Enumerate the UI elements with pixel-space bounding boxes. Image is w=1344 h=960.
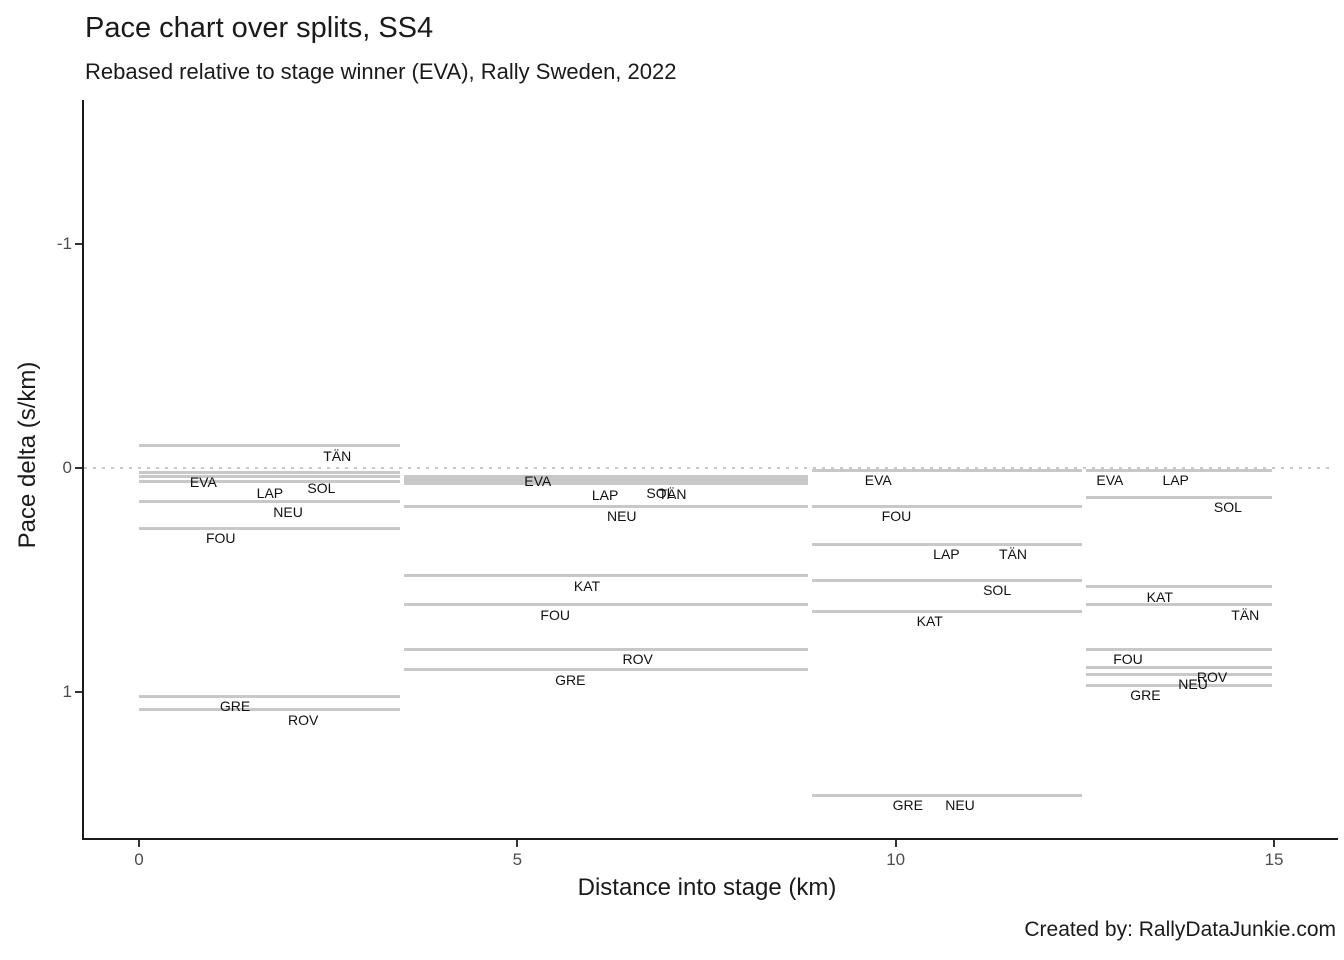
driver-label-GRE: GRE bbox=[1130, 687, 1161, 704]
pace-segment-GRE bbox=[139, 694, 401, 698]
zero-reference-line bbox=[84, 467, 1332, 469]
y-tick-label: -1 bbox=[56, 234, 72, 253]
pace-segment-SOL bbox=[139, 479, 401, 483]
driver-label-LAP: LAP bbox=[591, 487, 619, 504]
pace-segment-LAP bbox=[1086, 468, 1272, 472]
driver-label-EVA: EVA bbox=[189, 474, 217, 491]
driver-label-SOL: SOL bbox=[307, 480, 336, 497]
driver-label-SOL: SOL bbox=[983, 582, 1012, 598]
x-tick-label: 15 bbox=[1264, 850, 1284, 869]
x-tick-label: 0 bbox=[134, 850, 144, 869]
driver-label-KAT: KAT bbox=[916, 613, 943, 630]
driver-label-EVA: EVA bbox=[864, 472, 892, 489]
pace-segment-ROV bbox=[403, 647, 808, 651]
x-tick-label: 10 bbox=[886, 850, 906, 869]
driver-label-NEU: NEU bbox=[1178, 676, 1208, 693]
driver-label-TÄN: TÄN bbox=[323, 447, 352, 464]
driver-label-EVA: EVA bbox=[1096, 472, 1124, 489]
pace-segment-KAT bbox=[812, 609, 1082, 613]
x-tick bbox=[138, 840, 140, 847]
driver-label-ROV: ROV bbox=[288, 711, 319, 728]
pace-segment-TÄN bbox=[1086, 603, 1272, 607]
driver-label-LAP: LAP bbox=[1162, 472, 1189, 489]
x-axis-title: Distance into stage (km) bbox=[577, 874, 837, 901]
driver-label-SOL: SOL bbox=[1213, 499, 1242, 516]
pace-segment-EVA bbox=[403, 475, 808, 479]
driver-label-ROV: ROV bbox=[1196, 669, 1228, 686]
y-tick-label: 0 bbox=[62, 458, 72, 477]
pace-segment-FOU bbox=[403, 603, 808, 607]
pace-segment-KAT bbox=[1086, 585, 1272, 589]
pace-segment-FOU bbox=[1086, 647, 1272, 651]
driver-label-FOU: FOU bbox=[540, 606, 570, 623]
pace-segment-SOL bbox=[812, 578, 1082, 582]
y-tick bbox=[75, 243, 82, 245]
pace-segment-SOL bbox=[1086, 495, 1272, 499]
driver-label-SOL: SOL bbox=[646, 484, 675, 501]
pace-segment-FOU bbox=[139, 526, 401, 530]
driver-label-GRE: GRE bbox=[892, 797, 923, 814]
y-tick bbox=[75, 691, 82, 693]
driver-label-GRE: GRE bbox=[219, 698, 251, 715]
pace-segment-EVA bbox=[812, 468, 1082, 472]
pace-segment-EVA bbox=[139, 470, 401, 474]
driver-label-TÄN: TÄN bbox=[998, 546, 1027, 563]
driver-label-GRE: GRE bbox=[555, 671, 586, 688]
x-tick-label: 5 bbox=[512, 850, 523, 869]
pace-segment-TÄN bbox=[139, 444, 401, 448]
driver-label-KAT: KAT bbox=[573, 577, 601, 594]
driver-label-NEU: NEU bbox=[273, 503, 303, 520]
pace-segment-LAP bbox=[403, 477, 808, 481]
pace-segment-TÄN bbox=[812, 542, 1082, 546]
x-tick bbox=[516, 840, 519, 847]
pace-segment-NEU bbox=[812, 793, 1082, 797]
pace-segment-NEU bbox=[403, 504, 808, 508]
driver-label-NEU: NEU bbox=[945, 797, 975, 814]
credit-text: Created by: RallyDataJunkie.com bbox=[1024, 918, 1336, 941]
y-tick-label: 1 bbox=[62, 682, 72, 701]
driver-label-LAP: LAP bbox=[256, 484, 284, 501]
x-tick bbox=[1273, 840, 1276, 847]
driver-label-FOU: FOU bbox=[205, 530, 236, 547]
driver-label-ROV: ROV bbox=[622, 651, 653, 668]
pace-segment-GRE bbox=[1086, 683, 1272, 687]
pace-segment-ROV bbox=[139, 708, 401, 712]
driver-label-FOU: FOU bbox=[881, 508, 912, 525]
x-tick bbox=[894, 840, 897, 847]
pace-segment-ROV bbox=[1086, 665, 1272, 669]
pace-segment-GRE bbox=[403, 668, 808, 672]
pace-segment-NEU bbox=[139, 500, 401, 504]
driver-label-LAP: LAP bbox=[933, 546, 960, 563]
driver-label-KAT: KAT bbox=[1146, 588, 1173, 605]
pace-segment-KAT bbox=[403, 574, 808, 578]
y-axis-title: Pace delta (s/km) bbox=[14, 361, 41, 549]
pace-segment-LAP bbox=[139, 475, 401, 479]
chart-subtitle: Rebased relative to stage winner (EVA), … bbox=[85, 59, 677, 84]
driver-label-TÄN: TÄN bbox=[658, 485, 687, 502]
driver-label-FOU: FOU bbox=[1113, 651, 1143, 668]
pace-segment-FOU bbox=[812, 504, 1082, 508]
pace-segment-TÄN bbox=[403, 482, 808, 486]
y-tick bbox=[75, 467, 82, 469]
driver-label-TÄN: TÄN bbox=[1231, 606, 1260, 623]
driver-label-NEU: NEU bbox=[606, 508, 637, 525]
chart-title: Pace chart over splits, SS4 bbox=[85, 12, 434, 44]
pace-segment-NEU bbox=[1086, 672, 1272, 676]
x-axis-line bbox=[82, 838, 1338, 840]
driver-label-EVA: EVA bbox=[524, 472, 552, 489]
y-axis-line bbox=[82, 100, 84, 840]
